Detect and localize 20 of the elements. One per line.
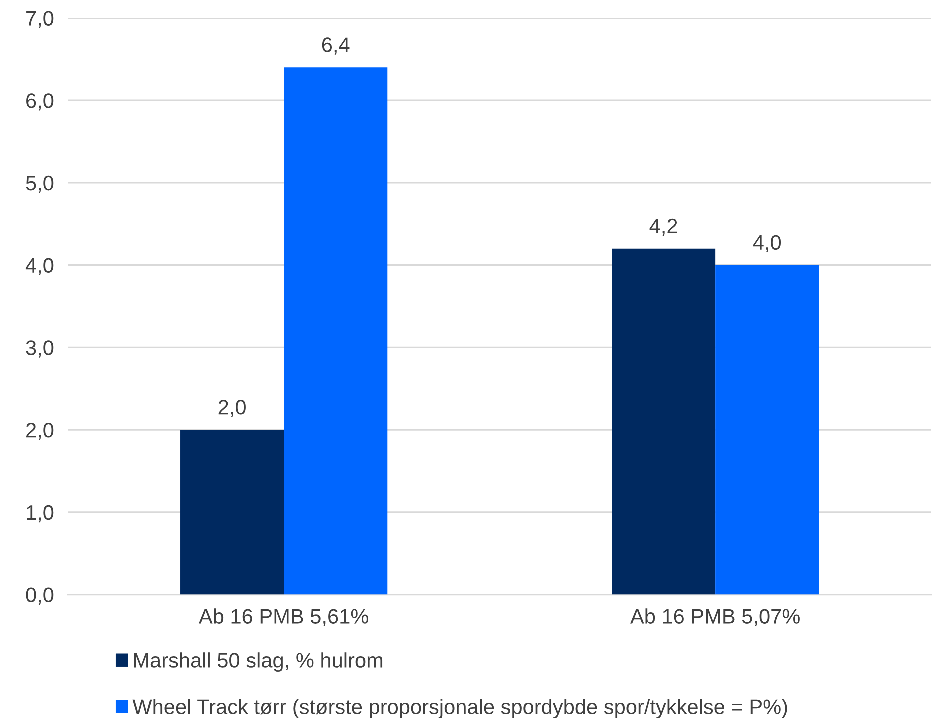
y-tick-label: 1,0 xyxy=(27,505,54,523)
x-tick-label: Ab 16 PMB 5,07% xyxy=(630,608,800,626)
bar xyxy=(180,430,284,595)
bar xyxy=(612,248,716,595)
data-label: 4,0 xyxy=(753,235,782,253)
y-tick-label: 2,0 xyxy=(26,423,54,440)
y-tick-label: 0,0 xyxy=(26,588,54,605)
data-label: 6,4 xyxy=(322,38,350,55)
y-tick-label: 4,0 xyxy=(26,258,54,276)
x-tick-label: Ab 16 PMB 5,61% xyxy=(199,608,368,626)
data-label: 2,0 xyxy=(218,400,246,418)
legend-label: Wheel Track tørr (største proporsjonale spordybde spor/tykkelse = P%) xyxy=(132,699,788,719)
y-tick-label: 3,0 xyxy=(26,340,54,358)
bar xyxy=(716,265,820,595)
y-tick-label: 5,0 xyxy=(26,176,54,194)
y-tick-label: 6,0 xyxy=(26,94,54,111)
y-tick-label: 7,0 xyxy=(26,11,54,28)
bar xyxy=(284,68,388,595)
legend-label: Marshall 50 slag, % hulrom xyxy=(134,652,383,672)
data-label: 4,2 xyxy=(650,218,678,236)
